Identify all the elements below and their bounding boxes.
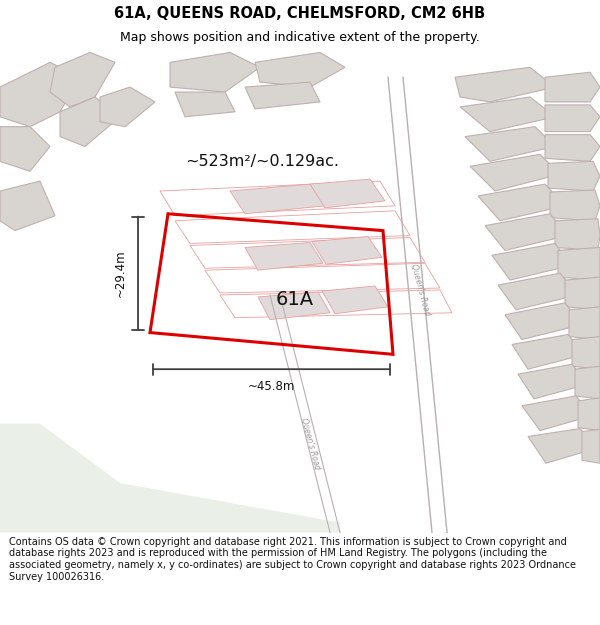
Polygon shape [558, 248, 600, 280]
Text: 61A: 61A [276, 291, 314, 309]
Polygon shape [230, 184, 325, 214]
Polygon shape [170, 52, 260, 92]
Polygon shape [545, 72, 600, 102]
Polygon shape [245, 82, 320, 109]
Polygon shape [245, 242, 323, 270]
Polygon shape [175, 92, 235, 117]
Polygon shape [0, 62, 80, 127]
Text: Map shows position and indicative extent of the property.: Map shows position and indicative extent… [120, 31, 480, 44]
Polygon shape [575, 366, 600, 399]
Polygon shape [478, 184, 565, 221]
Polygon shape [522, 396, 592, 431]
Polygon shape [505, 303, 582, 339]
Polygon shape [492, 244, 572, 280]
Polygon shape [0, 424, 340, 532]
Polygon shape [460, 97, 555, 132]
Text: 61A, QUEENS ROAD, CHELMSFORD, CM2 6HB: 61A, QUEENS ROAD, CHELMSFORD, CM2 6HB [115, 6, 485, 21]
Polygon shape [550, 190, 600, 221]
Polygon shape [548, 161, 600, 191]
Polygon shape [255, 52, 345, 87]
Polygon shape [569, 307, 600, 339]
Polygon shape [310, 179, 385, 208]
Text: ~29.4m: ~29.4m [113, 249, 127, 297]
Text: ~45.8m: ~45.8m [248, 381, 295, 394]
Text: Queen's Road: Queen's Road [409, 263, 431, 317]
Text: ~523m²/~0.129ac.: ~523m²/~0.129ac. [185, 154, 339, 169]
Text: Contains OS data © Crown copyright and database right 2021. This information is : Contains OS data © Crown copyright and d… [9, 537, 576, 581]
Polygon shape [498, 273, 578, 310]
Polygon shape [582, 429, 600, 463]
Polygon shape [470, 154, 560, 191]
Polygon shape [545, 134, 600, 161]
Polygon shape [0, 127, 50, 171]
Polygon shape [572, 336, 600, 369]
Polygon shape [465, 127, 555, 161]
Polygon shape [312, 236, 382, 264]
Polygon shape [0, 181, 55, 231]
Text: Queen's Road: Queen's Road [299, 417, 321, 470]
Polygon shape [545, 105, 600, 132]
Polygon shape [485, 214, 568, 251]
Polygon shape [50, 52, 115, 107]
Polygon shape [578, 398, 600, 431]
Polygon shape [322, 286, 388, 314]
Polygon shape [528, 429, 596, 463]
Polygon shape [455, 68, 555, 102]
Polygon shape [512, 334, 585, 369]
Polygon shape [100, 87, 155, 127]
Polygon shape [258, 292, 330, 320]
Polygon shape [518, 364, 588, 399]
Polygon shape [565, 277, 600, 310]
Polygon shape [60, 97, 120, 146]
Polygon shape [555, 219, 600, 251]
